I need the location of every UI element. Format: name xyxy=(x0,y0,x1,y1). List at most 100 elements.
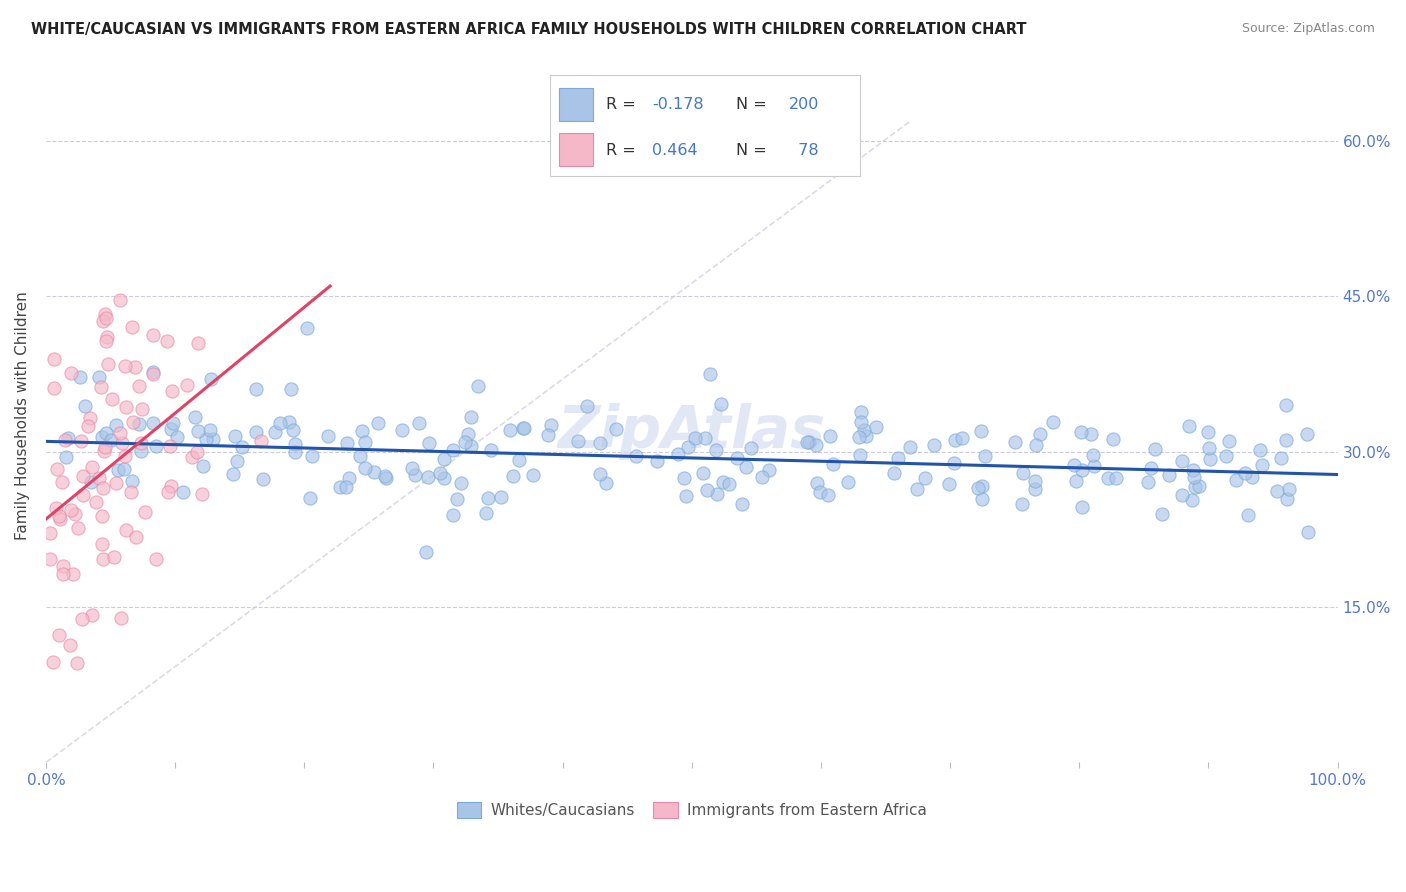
Point xyxy=(508,453,530,467)
Point xyxy=(222,467,245,481)
Point xyxy=(129,443,152,458)
Point xyxy=(62,567,84,582)
Point xyxy=(467,379,489,393)
Point xyxy=(1171,488,1194,502)
Point xyxy=(278,415,301,429)
Point xyxy=(115,523,138,537)
Point xyxy=(576,399,599,413)
Point xyxy=(1083,459,1105,474)
Point xyxy=(1071,463,1094,477)
Point xyxy=(1029,427,1052,442)
Point xyxy=(108,425,131,440)
Point xyxy=(96,330,118,344)
Point xyxy=(1295,427,1317,442)
Point xyxy=(336,436,359,450)
Point xyxy=(284,436,307,450)
Point xyxy=(966,481,988,495)
Point xyxy=(280,382,302,396)
Point xyxy=(295,321,318,335)
Point xyxy=(128,379,150,393)
Point xyxy=(94,310,117,325)
Point xyxy=(683,432,706,446)
Point xyxy=(695,431,717,445)
Point xyxy=(540,417,562,432)
Point xyxy=(58,638,80,652)
Point xyxy=(849,448,872,462)
Point xyxy=(224,428,246,442)
Point xyxy=(45,501,67,516)
Point xyxy=(950,431,973,445)
Point xyxy=(48,508,70,523)
Point xyxy=(853,423,876,437)
Point xyxy=(349,449,371,463)
Point xyxy=(848,430,870,444)
Point xyxy=(93,481,115,495)
Point xyxy=(938,476,960,491)
Point xyxy=(128,417,150,431)
Point xyxy=(460,409,482,424)
Point xyxy=(105,418,128,433)
Point xyxy=(162,417,184,431)
Point xyxy=(49,511,72,525)
Point xyxy=(94,440,117,454)
Point xyxy=(837,475,859,490)
Point xyxy=(202,432,225,446)
Point xyxy=(1105,471,1128,485)
Point xyxy=(90,379,112,393)
Point xyxy=(796,435,818,450)
Point xyxy=(87,369,110,384)
Point xyxy=(91,430,114,444)
Point xyxy=(1025,438,1047,452)
Point xyxy=(758,463,780,477)
Point xyxy=(806,476,828,491)
Point xyxy=(121,416,143,430)
Point xyxy=(86,495,108,509)
Point xyxy=(898,440,921,454)
Point xyxy=(145,552,167,566)
Point xyxy=(134,505,156,519)
Point xyxy=(740,442,762,456)
Point xyxy=(1199,452,1222,467)
Point xyxy=(865,419,887,434)
Point xyxy=(1188,478,1211,492)
Point xyxy=(200,423,222,437)
Point xyxy=(94,307,117,321)
Point xyxy=(1197,425,1219,439)
Point xyxy=(42,352,65,367)
Point xyxy=(93,444,115,458)
Point xyxy=(1097,471,1119,485)
Point xyxy=(46,462,69,476)
Point xyxy=(460,440,482,454)
Point xyxy=(820,429,842,443)
Point xyxy=(446,492,468,507)
Point xyxy=(89,471,111,485)
Point xyxy=(114,449,136,463)
Point xyxy=(710,397,733,411)
Point xyxy=(111,436,134,450)
Point xyxy=(678,440,700,454)
Point xyxy=(107,463,129,477)
Point xyxy=(1265,484,1288,499)
Point xyxy=(329,480,352,494)
Point xyxy=(1070,500,1092,514)
Point xyxy=(849,415,872,429)
Point xyxy=(73,400,96,414)
Point xyxy=(1080,427,1102,442)
Point xyxy=(1182,463,1205,477)
Point xyxy=(72,488,94,502)
Point xyxy=(730,497,752,511)
Point xyxy=(316,429,339,443)
Point xyxy=(696,483,718,497)
Point xyxy=(187,424,209,438)
Point xyxy=(110,293,132,308)
Point xyxy=(48,628,70,642)
Point xyxy=(94,426,117,441)
Point xyxy=(1237,508,1260,522)
Point xyxy=(69,370,91,384)
Point xyxy=(1198,441,1220,455)
Point xyxy=(418,435,440,450)
Point xyxy=(1184,480,1206,494)
Point xyxy=(180,450,202,464)
Point xyxy=(522,468,544,483)
Point xyxy=(914,471,936,485)
